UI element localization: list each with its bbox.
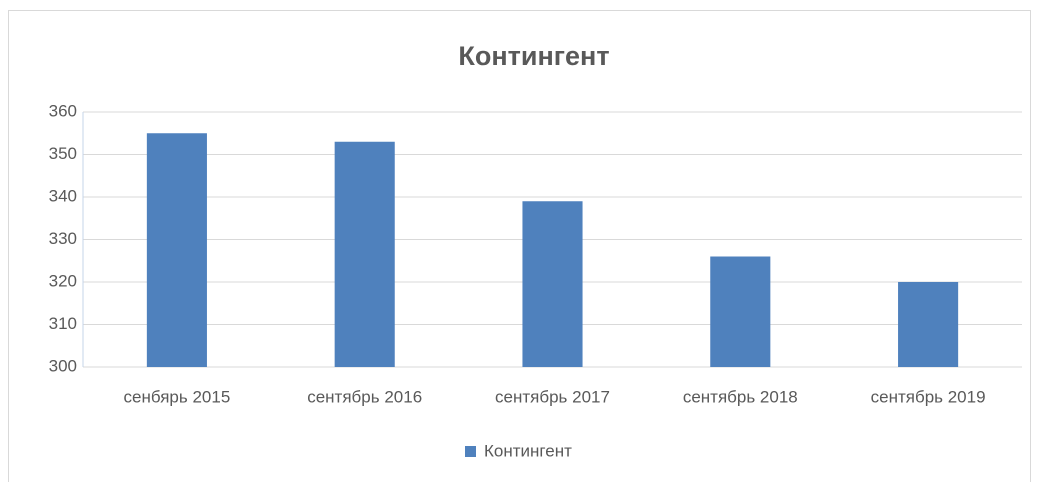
bar bbox=[146, 133, 207, 367]
y-tick-label: 300 bbox=[49, 356, 77, 375]
legend-swatch bbox=[465, 446, 476, 457]
y-tick-label: 340 bbox=[49, 186, 77, 205]
x-tick-label: сентябрь 2017 bbox=[495, 387, 610, 406]
y-tick-label: 310 bbox=[49, 314, 77, 333]
y-tick-label: 330 bbox=[49, 229, 77, 248]
x-tick-label: сентябрь 2018 bbox=[683, 387, 798, 406]
x-tick-label: сентябрь 2016 bbox=[307, 387, 422, 406]
y-tick-label: 360 bbox=[49, 101, 77, 120]
x-tick-label: сентябрь 2019 bbox=[871, 387, 986, 406]
bar bbox=[334, 141, 395, 367]
x-tick-label: сенбярь 2015 bbox=[124, 387, 231, 406]
bar bbox=[898, 282, 959, 367]
bar bbox=[710, 256, 771, 367]
y-tick-label: 350 bbox=[49, 144, 77, 163]
chart-title: Контингент bbox=[458, 41, 609, 71]
chart-frame bbox=[8, 10, 1031, 482]
bar bbox=[522, 201, 583, 367]
legend-label: Контингент bbox=[484, 441, 572, 460]
y-tick-label: 320 bbox=[49, 271, 77, 290]
